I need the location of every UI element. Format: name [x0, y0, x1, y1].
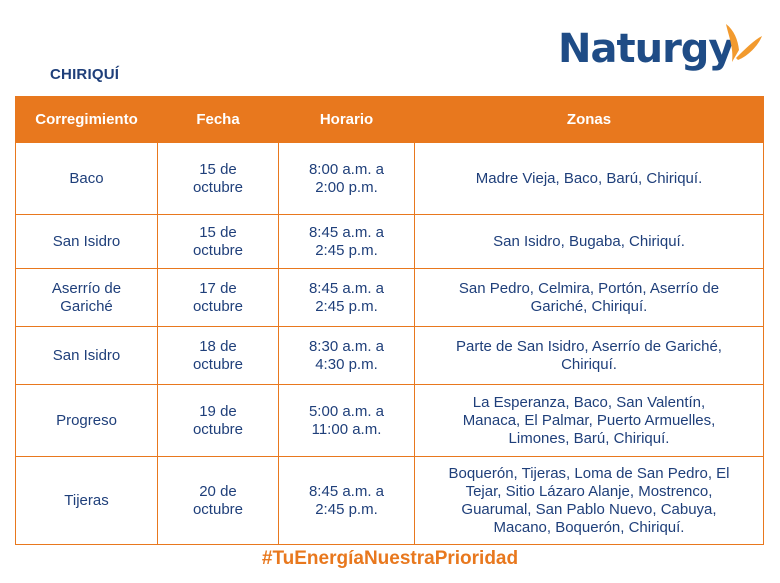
zonas-line: Boquerón, Tijeras, Loma de San Pedro, El	[448, 464, 730, 482]
fecha-line: 17 de	[199, 279, 237, 297]
cell-corregimiento: Baco	[15, 142, 158, 215]
horario-line: 2:45 p.m.	[315, 500, 378, 518]
horario-line: 8:45 a.m. a	[308, 279, 385, 297]
header-horario: Horario	[278, 96, 415, 143]
schedule-table: Corregimiento Fecha Horario Zonas Baco 15…	[15, 96, 764, 545]
table-row: Progreso 19 de octubre 5:00 a.m. a 11:00 a.m…	[15, 384, 764, 457]
horario-line: 2:00 p.m.	[315, 178, 378, 196]
zonas-line: Macano, Boquerón, Chiriquí.	[493, 518, 685, 536]
table-row: San Isidro 18 de octubre 8:30 a.m. a 4:30 p.…	[15, 326, 764, 385]
cell-horario: 8:00 a.m. a 2:00 p.m.	[278, 142, 415, 215]
cell-horario: 5:00 a.m. a 11:00 a.m.	[278, 384, 415, 457]
horario-line: 8:30 a.m. a	[308, 337, 385, 355]
zonas-line: Limones, Barú, Chiriquí.	[508, 429, 670, 447]
corregimiento-line: Tijeras	[64, 491, 109, 509]
fecha-line: octubre	[192, 500, 244, 518]
horario-line: 8:45 a.m. a	[308, 482, 385, 500]
cell-corregimiento: Aserrío de Gariché	[15, 268, 158, 327]
fecha-line: 19 de	[199, 402, 237, 420]
table-row: Tijeras 20 de octubre 8:45 a.m. a 2:45 p.m. B…	[15, 456, 764, 545]
horario-line: 4:30 p.m.	[315, 355, 378, 373]
zonas-line: San Isidro, Bugaba, Chiriquí.	[493, 232, 685, 250]
fecha-line: 18 de	[199, 337, 237, 355]
corregimiento-line: Aserrío de	[51, 279, 122, 297]
header-zonas: Zonas	[414, 96, 764, 143]
table-row: San Isidro 15 de octubre 8:45 a.m. a 2:45 p.…	[15, 214, 764, 269]
cell-horario: 8:45 a.m. a 2:45 p.m.	[278, 214, 415, 269]
cell-corregimiento: Progreso	[15, 384, 158, 457]
corregimiento-line: Baco	[69, 169, 104, 187]
cell-fecha: 15 de octubre	[157, 214, 279, 269]
horario-line: 2:45 p.m.	[315, 241, 378, 259]
zonas-line: Madre Vieja, Baco, Barú, Chiriquí.	[475, 169, 703, 187]
cell-corregimiento: San Isidro	[15, 326, 158, 385]
zonas-line: Gariché, Chiriquí.	[530, 297, 648, 315]
horario-line: 11:00 a.m.	[311, 420, 382, 438]
zonas-line: Guarumal, San Pablo Nuevo, Cabuya,	[461, 500, 717, 518]
table-row: Aserrío de Gariché 17 de octubre 8:45 a.m. a…	[15, 268, 764, 327]
footer-hashtag: #TuEnergíaNuestraPrioridad	[261, 548, 519, 569]
fecha-line: 15 de	[199, 223, 237, 241]
header-corregimiento: Corregimiento	[15, 96, 158, 143]
cell-horario: 8:30 a.m. a 4:30 p.m.	[278, 326, 415, 385]
cell-fecha: 15 de octubre	[157, 142, 279, 215]
cell-horario: 8:45 a.m. a 2:45 p.m.	[278, 268, 415, 327]
cell-zonas: San Pedro, Celmira, Portón, Aserrío de Ga…	[414, 268, 764, 327]
cell-fecha: 18 de octubre	[157, 326, 279, 385]
fecha-line: octubre	[192, 178, 244, 196]
header-fecha: Fecha	[157, 96, 279, 143]
corregimiento-line: San Isidro	[52, 346, 121, 364]
horario-line: 8:45 a.m. a	[308, 223, 385, 241]
table-header-row: Corregimiento Fecha Horario Zonas	[15, 96, 764, 143]
naturgy-logo: Naturgy	[558, 20, 768, 82]
zonas-line: La Esperanza, Baco, San Valentín,	[472, 393, 706, 411]
zonas-line: Manaca, El Palmar, Puerto Armuelles,	[462, 411, 716, 429]
zonas-line: Parte de San Isidro, Aserrío de Gariché,	[456, 337, 722, 355]
region-title: CHIRIQUÍ	[50, 66, 120, 83]
horario-line: 5:00 a.m. a	[308, 402, 385, 420]
horario-line: 2:45 p.m.	[315, 297, 378, 315]
corregimiento-line: Gariché	[60, 297, 113, 315]
cell-corregimiento: San Isidro	[15, 214, 158, 269]
corregimiento-line: San Isidro	[52, 232, 121, 250]
fecha-line: 15 de	[199, 160, 237, 178]
corregimiento-line: Progreso	[56, 411, 117, 429]
horario-line: 8:00 a.m. a	[308, 160, 385, 178]
logo-wordmark: Naturgy	[558, 26, 734, 72]
cell-zonas: Madre Vieja, Baco, Barú, Chiriquí.	[414, 142, 764, 215]
cell-zonas: La Esperanza, Baco, San Valentín, Manaca,…	[414, 384, 764, 457]
butterfly-icon	[726, 24, 762, 62]
cell-zonas: Parte de San Isidro, Aserrío de Gariché,…	[414, 326, 764, 385]
cell-zonas: Boquerón, Tijeras, Loma de San Pedro, El…	[414, 456, 764, 545]
cell-corregimiento: Tijeras	[15, 456, 158, 545]
cell-fecha: 17 de octubre	[157, 268, 279, 327]
zonas-line: San Pedro, Celmira, Portón, Aserrío de	[458, 279, 720, 297]
fecha-line: octubre	[192, 297, 244, 315]
cell-fecha: 20 de octubre	[157, 456, 279, 545]
fecha-line: octubre	[192, 355, 244, 373]
zonas-line: Tejar, Sitio Lázaro Alanje, Mostrenco,	[465, 482, 713, 500]
cell-horario: 8:45 a.m. a 2:45 p.m.	[278, 456, 415, 545]
fecha-line: octubre	[192, 420, 244, 438]
zonas-line: Chiriquí.	[561, 355, 617, 373]
table-row: Baco 15 de octubre 8:00 a.m. a 2:00 p.m. Madr…	[15, 142, 764, 215]
cell-fecha: 19 de octubre	[157, 384, 279, 457]
fecha-line: 20 de	[199, 482, 237, 500]
fecha-line: octubre	[192, 241, 244, 259]
cell-zonas: San Isidro, Bugaba, Chiriquí.	[414, 214, 764, 269]
